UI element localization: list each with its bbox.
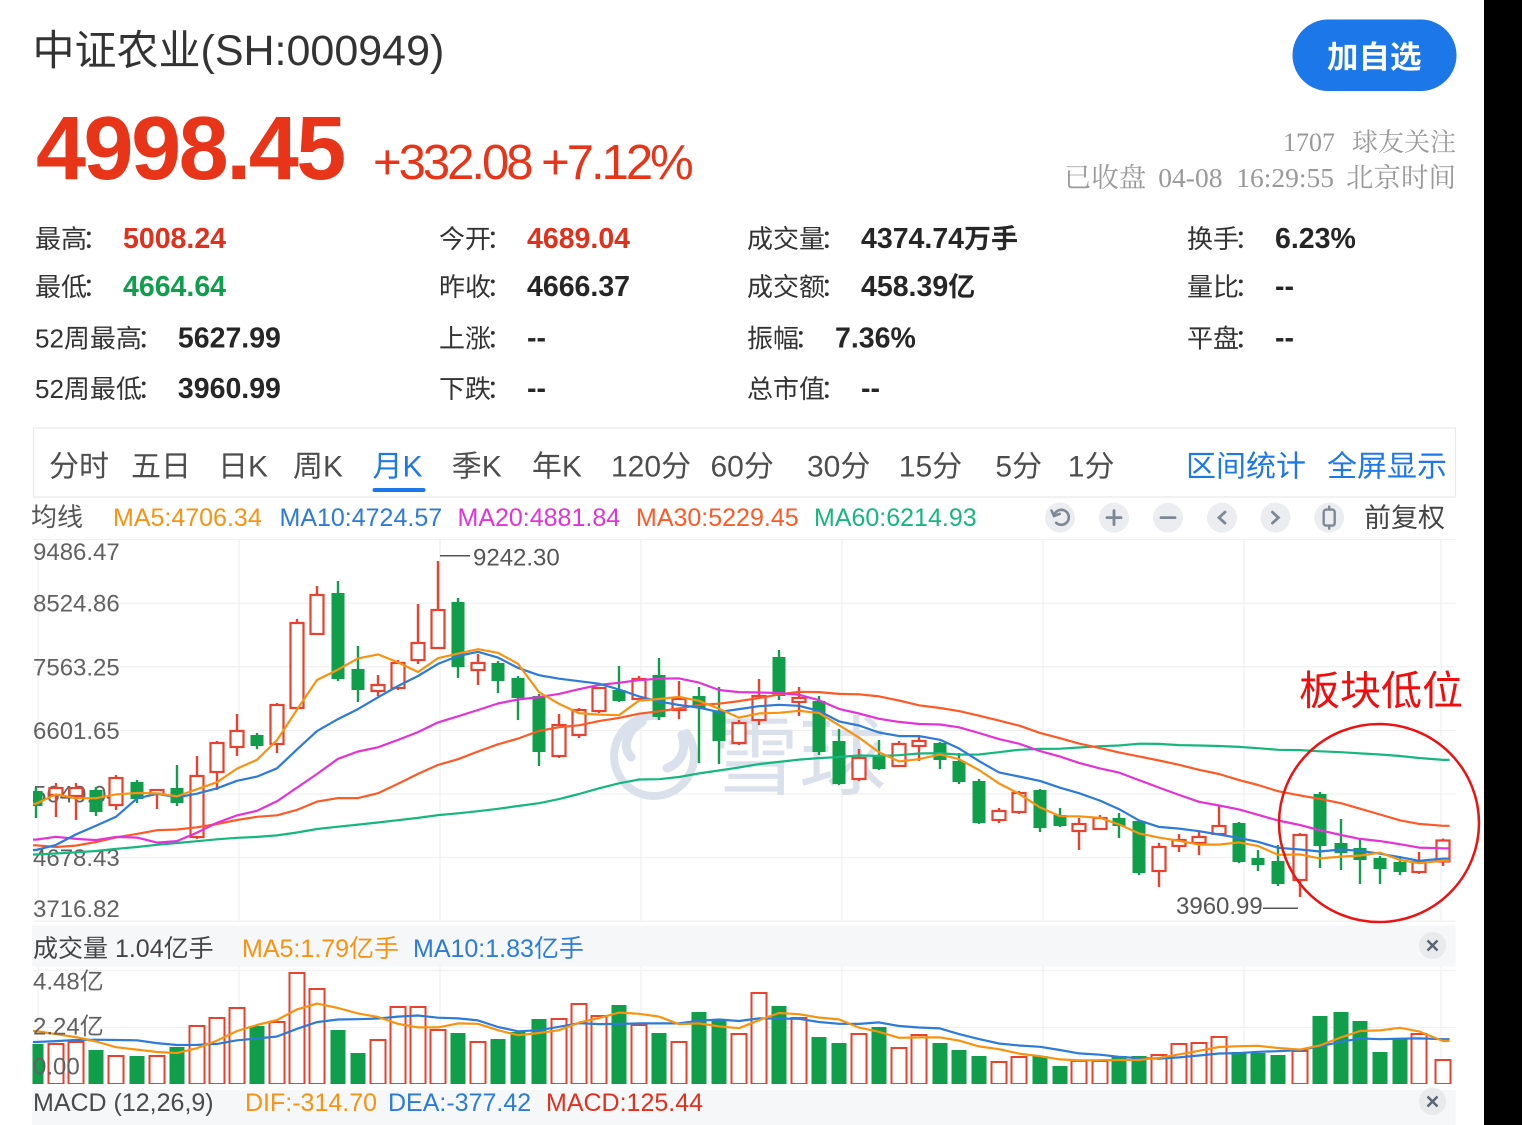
- svg-text:7563.25: 7563.25: [33, 654, 120, 681]
- svg-text:3960.99: 3960.99: [178, 373, 281, 405]
- svg-text:5: 5: [995, 451, 1012, 484]
- svg-text:MA5:4706.34: MA5:4706.34: [113, 504, 262, 532]
- svg-text:MA10:1.83: MA10:1.83: [413, 935, 534, 963]
- svg-text:8524.86: 8524.86: [33, 591, 120, 618]
- svg-text:--: --: [861, 373, 880, 405]
- svg-text:04-08 16:29:55: 04-08 16:29:55: [1158, 162, 1334, 193]
- svg-text:52: 52: [35, 324, 64, 354]
- svg-text:--: --: [527, 323, 546, 355]
- svg-text:6601.65: 6601.65: [33, 718, 120, 745]
- svg-text:30: 30: [807, 451, 840, 484]
- svg-text:4.48: 4.48: [33, 969, 80, 996]
- svg-text:K: K: [248, 451, 268, 484]
- svg-text:MA60:6214.93: MA60:6214.93: [814, 504, 977, 532]
- svg-text:52: 52: [35, 374, 64, 404]
- svg-text:7.36%: 7.36%: [835, 323, 916, 355]
- svg-text:0.00: 0.00: [33, 1054, 80, 1081]
- svg-text:4664.64: 4664.64: [123, 271, 226, 303]
- svg-text:5008.24: 5008.24: [123, 223, 226, 255]
- svg-text:3960.99: 3960.99: [1176, 893, 1263, 920]
- svg-text:K: K: [482, 451, 502, 484]
- svg-text:60: 60: [711, 451, 744, 484]
- svg-text:4666.37: 4666.37: [527, 271, 630, 303]
- svg-text:DIF:-314.70: DIF:-314.70: [245, 1089, 377, 1117]
- svg-text:+332.08 +7.12%: +332.08 +7.12%: [373, 136, 692, 190]
- svg-text:--: --: [527, 373, 546, 405]
- svg-text:K: K: [562, 451, 582, 484]
- svg-text:K: K: [403, 451, 423, 484]
- svg-text:MA20:4881.84: MA20:4881.84: [458, 504, 621, 532]
- svg-text:15: 15: [899, 451, 932, 484]
- svg-text:MACD (12,26,9): MACD (12,26,9): [33, 1089, 214, 1117]
- svg-text:4998.45: 4998.45: [36, 99, 344, 199]
- svg-text:K: K: [323, 451, 343, 484]
- svg-text:3716.82: 3716.82: [33, 896, 120, 923]
- svg-text:120: 120: [611, 451, 661, 484]
- svg-text:--: --: [1275, 323, 1294, 355]
- svg-text:1707: 1707: [1283, 128, 1335, 157]
- svg-text:1: 1: [1068, 451, 1085, 484]
- svg-text:MA5:1.79: MA5:1.79: [242, 935, 349, 963]
- svg-text:DEA:-377.42: DEA:-377.42: [388, 1089, 531, 1117]
- svg-text:458.39: 458.39: [861, 271, 948, 303]
- svg-text:4374.74: 4374.74: [861, 223, 964, 255]
- svg-text:9242.30: 9242.30: [473, 545, 560, 572]
- svg-text:1.04: 1.04: [108, 935, 164, 963]
- svg-text:6.23%: 6.23%: [1275, 223, 1356, 255]
- svg-text:5627.99: 5627.99: [178, 323, 281, 355]
- svg-text:MA10:4724.57: MA10:4724.57: [280, 504, 443, 532]
- svg-text:MACD:125.44: MACD:125.44: [546, 1089, 703, 1117]
- svg-text:--: --: [1275, 271, 1294, 303]
- svg-text:9486.47: 9486.47: [33, 539, 120, 566]
- svg-text:MA30:5229.45: MA30:5229.45: [636, 504, 799, 532]
- svg-text:4689.04: 4689.04: [527, 223, 630, 255]
- svg-text:2.24: 2.24: [33, 1014, 80, 1041]
- svg-text:(SH:000949): (SH:000949): [201, 27, 445, 75]
